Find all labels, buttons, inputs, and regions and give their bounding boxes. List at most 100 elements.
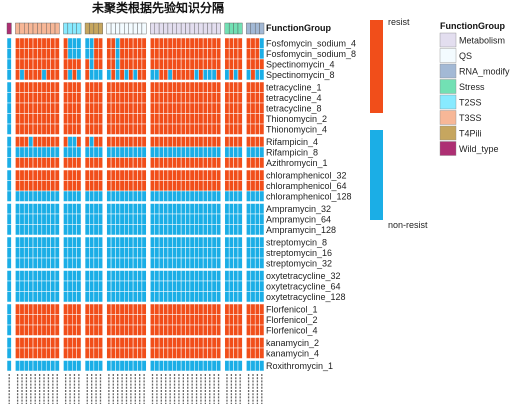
heatmap-cell bbox=[259, 213, 265, 225]
heatmap-cell bbox=[216, 337, 222, 349]
heatmap-cell bbox=[172, 169, 177, 181]
heatmap-cell bbox=[119, 257, 125, 269]
heatmap-cell bbox=[119, 58, 125, 70]
heatmap-cell bbox=[228, 190, 234, 202]
heatmap-cell bbox=[216, 113, 222, 125]
heatmap-cell bbox=[128, 113, 134, 125]
heatmap-cell bbox=[132, 146, 138, 158]
heatmap-cell bbox=[185, 280, 191, 292]
heatmap-cell bbox=[216, 291, 222, 303]
heatmap-cell bbox=[37, 303, 43, 315]
heatmap-cell bbox=[194, 48, 200, 60]
heatmap-cell bbox=[259, 314, 265, 326]
heatmap-cell bbox=[93, 337, 99, 349]
heatmap-cell bbox=[259, 146, 265, 158]
heatmap-cell bbox=[89, 69, 95, 81]
heatmap-cell bbox=[37, 270, 43, 282]
heatmap-cell bbox=[89, 314, 95, 326]
heatmap-cell bbox=[185, 270, 191, 282]
heatmap-cell bbox=[84, 157, 90, 169]
heatmap-cell bbox=[50, 347, 56, 359]
heatmap-cell bbox=[176, 280, 182, 292]
heatmap-cell bbox=[167, 102, 173, 114]
heatmap-cell bbox=[172, 291, 177, 303]
heatmap-cell bbox=[189, 190, 195, 202]
heatmap-cell bbox=[132, 303, 138, 315]
heatmap-cell bbox=[28, 203, 34, 215]
heatmap-cell bbox=[137, 213, 143, 225]
heatmap-cell bbox=[250, 270, 256, 282]
heatmap-cell bbox=[128, 360, 134, 372]
heatmap-cell bbox=[211, 136, 217, 148]
heatmap-cell bbox=[50, 257, 56, 269]
heatmap-cell bbox=[93, 136, 99, 148]
heatmap-cell bbox=[141, 303, 147, 315]
heatmap-cell bbox=[89, 360, 95, 372]
heatmap-cell bbox=[202, 324, 208, 336]
heatmap-cell bbox=[50, 270, 56, 282]
heatmap-cell bbox=[211, 236, 217, 248]
heatmap-cell bbox=[98, 113, 103, 125]
heatmap-cell bbox=[189, 92, 195, 104]
heatmap-cell bbox=[150, 81, 155, 93]
heatmap-cell bbox=[41, 102, 47, 114]
heatmap-cell bbox=[76, 337, 82, 349]
heatmap-cell bbox=[154, 180, 160, 192]
heatmap-cell bbox=[237, 347, 243, 359]
heatmap-cell bbox=[172, 92, 177, 104]
heatmap-cell bbox=[150, 224, 155, 236]
heatmap-cell bbox=[132, 203, 138, 215]
heatmap-cell bbox=[28, 280, 34, 292]
heatmap-cell bbox=[72, 291, 77, 303]
heatmap-cell bbox=[93, 224, 99, 236]
heatmap-cell bbox=[198, 157, 204, 169]
heatmap-cell bbox=[224, 37, 230, 49]
heatmap-cell bbox=[163, 291, 169, 303]
heatmap-cell bbox=[202, 37, 208, 49]
heatmap-cell bbox=[67, 291, 73, 303]
annotation-cell bbox=[46, 22, 51, 35]
heatmap-cell bbox=[132, 224, 138, 236]
heatmap-cell bbox=[137, 123, 143, 135]
row-label: streptomycin_32 bbox=[266, 259, 332, 269]
heatmap-cell bbox=[98, 37, 103, 49]
row-label: Florfenicol_4 bbox=[266, 326, 318, 336]
heatmap-cell bbox=[41, 270, 47, 282]
heatmap-cell bbox=[119, 146, 125, 158]
heatmap-cell bbox=[67, 81, 73, 93]
heatmap-cell bbox=[202, 213, 208, 225]
heatmap-cell bbox=[28, 247, 34, 259]
heatmap-cell bbox=[19, 58, 25, 70]
heatmap-cell bbox=[50, 123, 56, 135]
heatmap-cell bbox=[50, 58, 56, 70]
heatmap-cell bbox=[198, 347, 204, 359]
heatmap-cell bbox=[180, 247, 186, 259]
heatmap-cell bbox=[180, 303, 186, 315]
annotation-cell bbox=[237, 22, 243, 35]
heatmap-cell bbox=[106, 113, 112, 125]
heatmap-cell bbox=[45, 123, 51, 135]
heatmap-cell bbox=[93, 113, 99, 125]
heatmap-cell bbox=[54, 314, 60, 326]
heatmap-cell bbox=[45, 37, 51, 49]
heatmap-cell bbox=[246, 102, 252, 114]
heatmap-cell bbox=[119, 180, 125, 192]
heatmap-cell bbox=[211, 314, 217, 326]
heatmap-cell bbox=[185, 113, 191, 125]
heatmap-cell bbox=[132, 360, 138, 372]
heatmap-cell bbox=[41, 190, 47, 202]
heatmap-cell bbox=[98, 169, 103, 181]
heatmap-cell bbox=[158, 180, 164, 192]
heatmap-cell bbox=[106, 280, 112, 292]
heatmap-cell bbox=[172, 58, 177, 70]
heatmap-cell bbox=[250, 303, 256, 315]
annotation-cell bbox=[158, 22, 164, 35]
heatmap-cell bbox=[119, 69, 125, 81]
heatmap-cell bbox=[228, 280, 234, 292]
heatmap-cell bbox=[89, 37, 95, 49]
row-labels: Fosfomycin_sodium_4Fosfomycin_sodium_8Sp… bbox=[266, 39, 356, 372]
heatmap-cell bbox=[45, 146, 51, 158]
heatmap-cell bbox=[50, 92, 56, 104]
heatmap-cell bbox=[198, 136, 204, 148]
heatmap-cell bbox=[172, 314, 177, 326]
